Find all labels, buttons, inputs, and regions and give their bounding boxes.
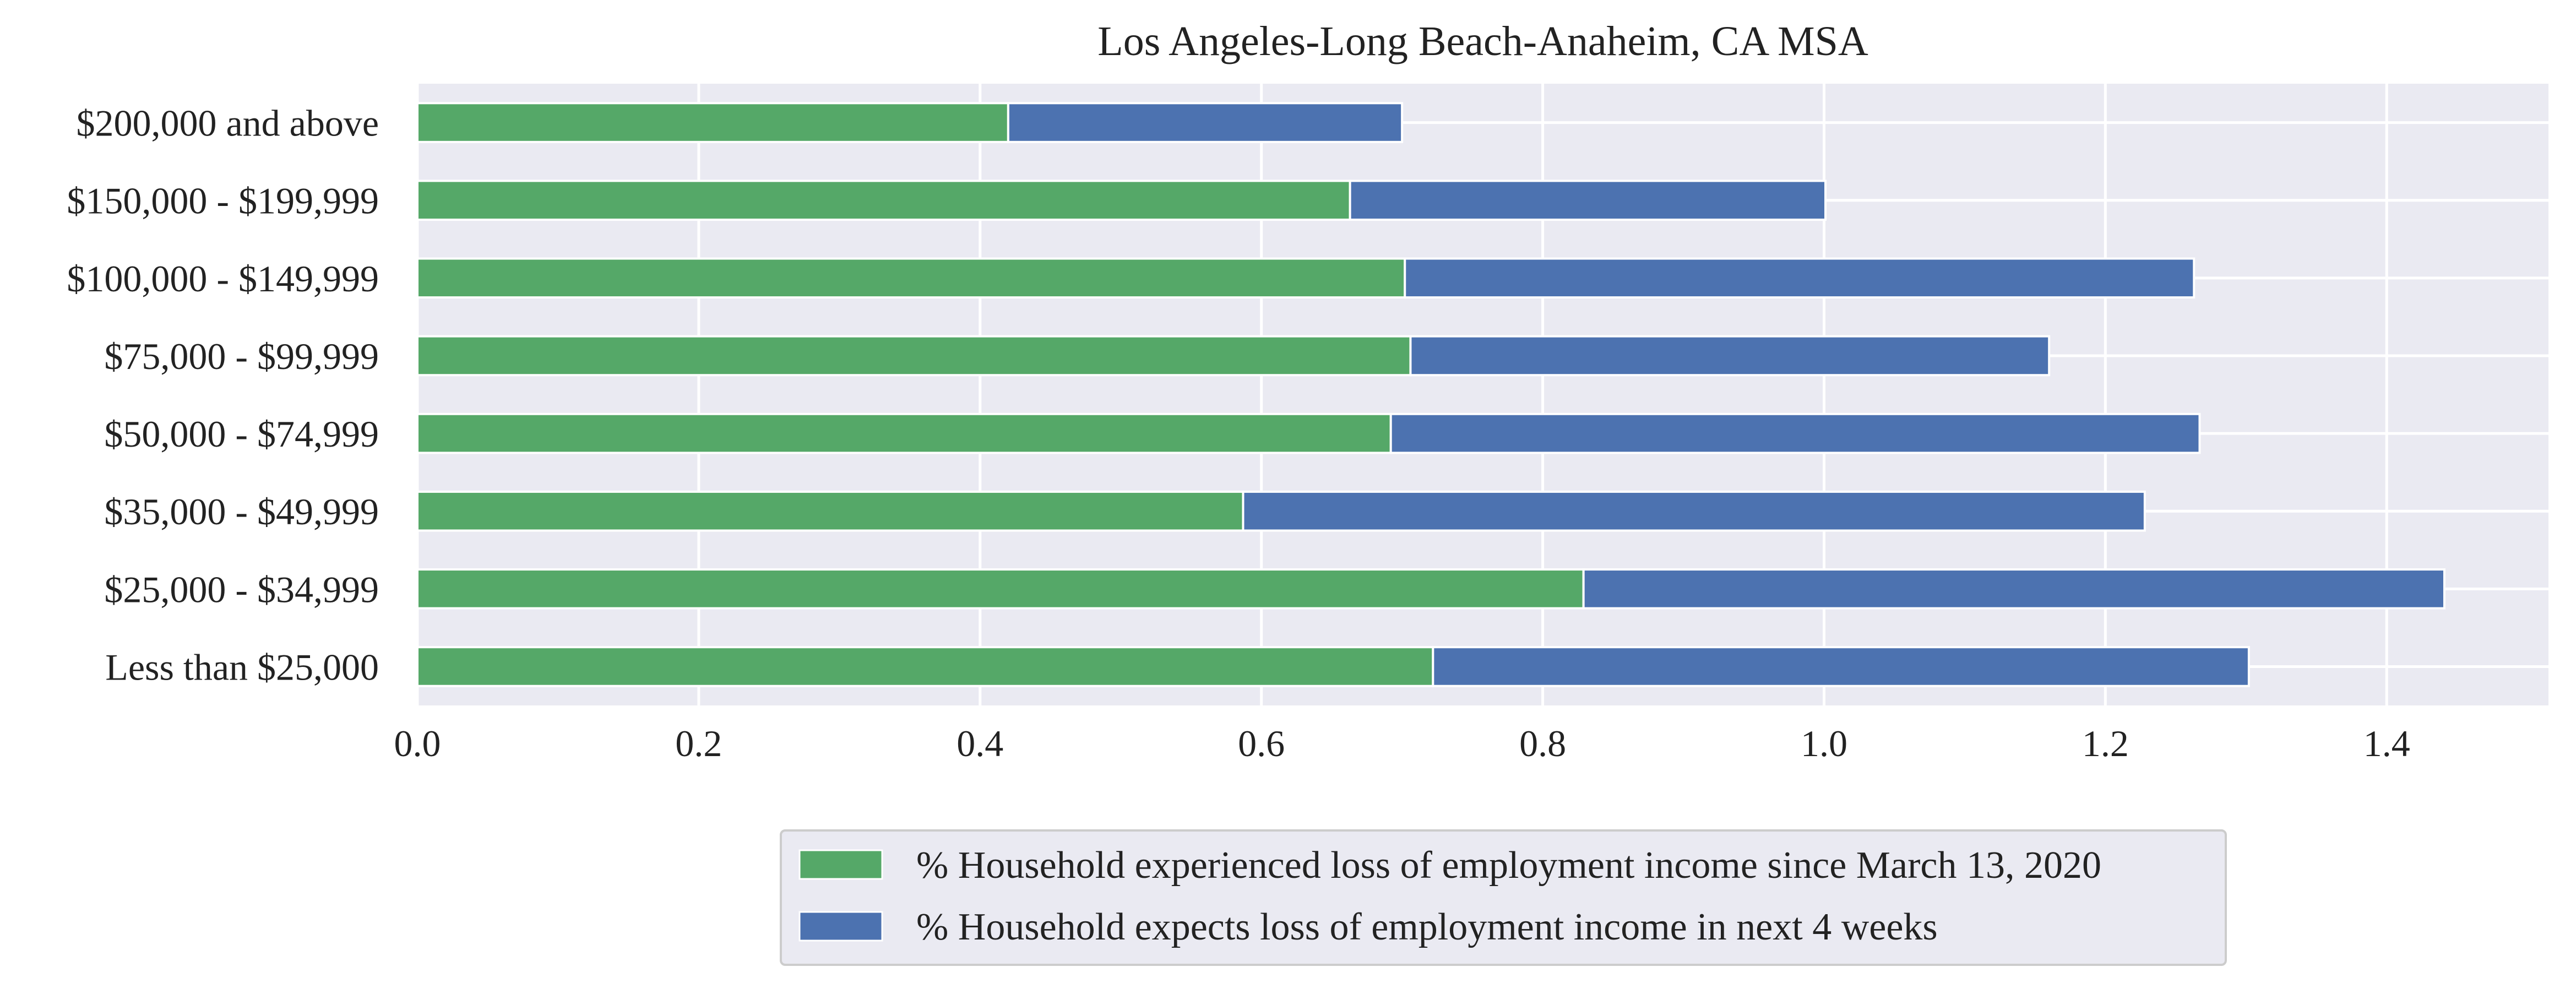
legend-swatch-series-1 [798, 849, 883, 880]
y-tick-label: $200,000 and above [76, 102, 379, 144]
bar-segment-series-2 [1242, 490, 2146, 532]
bar-segment-series-1 [416, 180, 1351, 221]
bar-segment-series-1 [416, 412, 1392, 454]
legend: % Household experienced loss of employme… [780, 829, 2227, 966]
x-tick-label: 0.8 [1519, 723, 1566, 764]
x-tick-label: 1.4 [2363, 723, 2410, 764]
bar-segment-series-2 [1007, 102, 1404, 143]
bar-segment-series-2 [1432, 646, 2250, 687]
chart-title: Los Angeles-Long Beach-Anaheim, CA MSA [1097, 18, 1868, 64]
bar-segment-series-2 [1582, 568, 2445, 610]
bar-segment-series-2 [1349, 180, 1827, 221]
legend-label-series-2: % Household expects loss of employment i… [916, 906, 1938, 948]
y-tick-label: $35,000 - $49,999 [104, 491, 379, 533]
bar-segment-series-2 [1404, 257, 2195, 299]
bar-segment-series-1 [416, 102, 1009, 143]
x-tick-label: 0.2 [675, 723, 722, 764]
y-tick-label: Less than $25,000 [105, 646, 379, 688]
bar-segment-series-2 [1389, 412, 2201, 454]
y-tick-label: $100,000 - $149,999 [67, 258, 379, 300]
x-tick-label: 0.4 [957, 723, 1003, 764]
y-tick-label: $75,000 - $99,999 [104, 335, 379, 377]
legend-frame [780, 829, 2227, 966]
legend-label-series-1: % Household experienced loss of employme… [916, 844, 2101, 887]
x-tick-label: 0.0 [394, 723, 441, 764]
legend-swatch-series-2 [798, 911, 883, 942]
plot-background [417, 84, 2548, 705]
bar-segment-series-2 [1409, 335, 2051, 377]
plot-area: 0.0 0.2 0.4 0.6 0.8 1.0 1.2 1.4 Less than $25,00… [67, 84, 2548, 764]
bar-segment-series-1 [416, 335, 1412, 377]
y-tick-label: $150,000 - $199,999 [67, 180, 379, 222]
bar-segment-series-1 [416, 490, 1244, 532]
x-tick-label: 1.2 [2082, 723, 2129, 764]
bar-segment-series-1 [416, 568, 1585, 610]
y-tick-label: $25,000 - $34,999 [104, 568, 379, 610]
bar-segment-series-1 [416, 646, 1434, 687]
y-tick-label: $50,000 - $74,999 [104, 413, 379, 455]
x-tick-label: 0.6 [1238, 723, 1285, 764]
x-tick-label: 1.0 [1801, 723, 1847, 764]
bar-segment-series-1 [416, 257, 1406, 299]
